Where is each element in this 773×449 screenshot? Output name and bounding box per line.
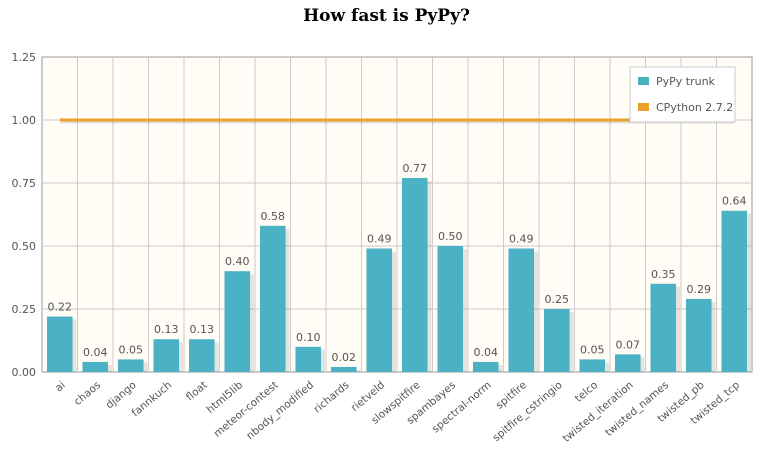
legend-swatch xyxy=(638,77,649,85)
bar xyxy=(82,361,109,372)
data-label: 0.35 xyxy=(651,268,676,281)
data-label: 0.05 xyxy=(580,343,605,356)
bar xyxy=(188,339,215,372)
data-label: 0.13 xyxy=(190,323,215,336)
y-tick-label: 0.75 xyxy=(12,177,37,190)
data-label: 0.07 xyxy=(616,338,641,351)
x-tick-label: richards xyxy=(312,379,352,415)
data-label: 0.49 xyxy=(367,233,392,246)
data-label: 0.58 xyxy=(261,210,286,223)
bar xyxy=(224,271,251,372)
data-label: 0.50 xyxy=(438,230,463,243)
chart-title: How fast is PyPy? xyxy=(303,6,470,26)
bar xyxy=(508,248,535,372)
bar xyxy=(46,316,73,372)
data-label: 0.13 xyxy=(154,323,179,336)
y-tick-label: 0.25 xyxy=(12,303,37,316)
data-label: 0.02 xyxy=(332,351,357,364)
data-label: 0.40 xyxy=(225,255,250,268)
legend-box xyxy=(629,66,736,123)
data-label: 0.29 xyxy=(687,283,712,296)
data-label: 0.05 xyxy=(119,343,144,356)
bar xyxy=(330,366,357,372)
bar xyxy=(117,359,144,372)
bar xyxy=(153,339,180,372)
y-tick-label: 0.50 xyxy=(12,240,37,253)
bar xyxy=(650,283,677,372)
x-tick-label: ai xyxy=(53,379,68,394)
y-tick-label: 1.00 xyxy=(12,114,37,127)
legend-swatch xyxy=(638,103,649,111)
data-label: 0.22 xyxy=(48,301,73,314)
legend-label: PyPy trunk xyxy=(656,75,716,88)
bar xyxy=(614,354,641,372)
data-label: 0.04 xyxy=(83,346,108,359)
x-tick-label: fannkuch xyxy=(129,379,174,419)
y-tick-label: 1.25 xyxy=(12,51,37,64)
bar xyxy=(472,361,499,372)
x-tick-label: float xyxy=(184,379,210,403)
bar xyxy=(259,225,286,372)
data-label: 0.77 xyxy=(403,162,428,175)
y-tick-label: 0.00 xyxy=(12,366,37,379)
bar xyxy=(543,309,570,372)
bar xyxy=(721,210,748,372)
bar xyxy=(366,248,393,372)
bar xyxy=(685,298,712,372)
x-tick-label: telco xyxy=(573,379,600,405)
bar xyxy=(579,359,606,372)
bar xyxy=(437,246,464,372)
bar xyxy=(401,177,428,372)
data-label: 0.25 xyxy=(545,293,570,306)
data-label: 0.04 xyxy=(474,346,499,359)
legend-label: CPython 2.7.2 xyxy=(656,101,733,114)
x-tick-label: chaos xyxy=(72,379,103,408)
data-label: 0.49 xyxy=(509,233,534,246)
data-label: 0.10 xyxy=(296,331,321,344)
bar xyxy=(295,346,322,372)
x-tick-label: twisted_names xyxy=(603,379,671,439)
data-label: 0.64 xyxy=(722,195,747,208)
